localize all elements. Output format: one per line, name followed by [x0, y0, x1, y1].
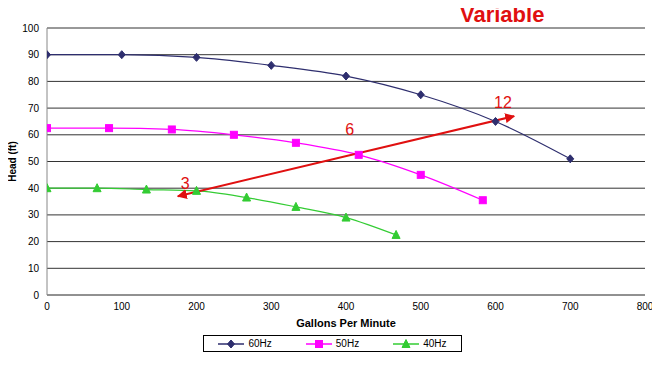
svg-text:70: 70: [28, 103, 40, 114]
svg-text:Gallons Per Minute: Gallons Per Minute: [296, 317, 396, 329]
html-text:60Hz: 60Hz: [248, 338, 272, 349]
svg-text:400: 400: [338, 301, 355, 312]
svg-text:100: 100: [113, 301, 130, 312]
svg-text:600: 600: [487, 301, 504, 312]
svg-text:Head (ft): Head (ft): [8, 141, 18, 182]
html-text:50Hz: 50Hz: [335, 338, 360, 349]
svg-text:500: 500: [412, 301, 429, 312]
svg-text:12: 12: [494, 94, 512, 111]
svg-text:3: 3: [181, 175, 190, 192]
svg-text:700: 700: [562, 301, 579, 312]
svg-text:80: 80: [28, 76, 40, 87]
svg-text:100: 100: [22, 23, 39, 34]
svg-text:20: 20: [28, 236, 40, 247]
svg-text:6: 6: [345, 121, 354, 138]
svg-text:30: 30: [28, 209, 40, 220]
svg-text:800: 800: [637, 301, 652, 312]
svg-text:200: 200: [188, 301, 205, 312]
svg-text:300: 300: [263, 301, 280, 312]
svg-text:40: 40: [28, 183, 40, 194]
svg-text:60: 60: [28, 129, 40, 140]
svg-text:0: 0: [44, 301, 50, 312]
svg-text:0: 0: [33, 290, 39, 301]
html-text:Variable: Variable: [460, 2, 545, 27]
html-text:40Hz: 40Hz: [423, 338, 447, 349]
svg-text:90: 90: [28, 49, 40, 60]
svg-text:10: 10: [28, 263, 40, 274]
svg-text:50: 50: [28, 156, 40, 167]
